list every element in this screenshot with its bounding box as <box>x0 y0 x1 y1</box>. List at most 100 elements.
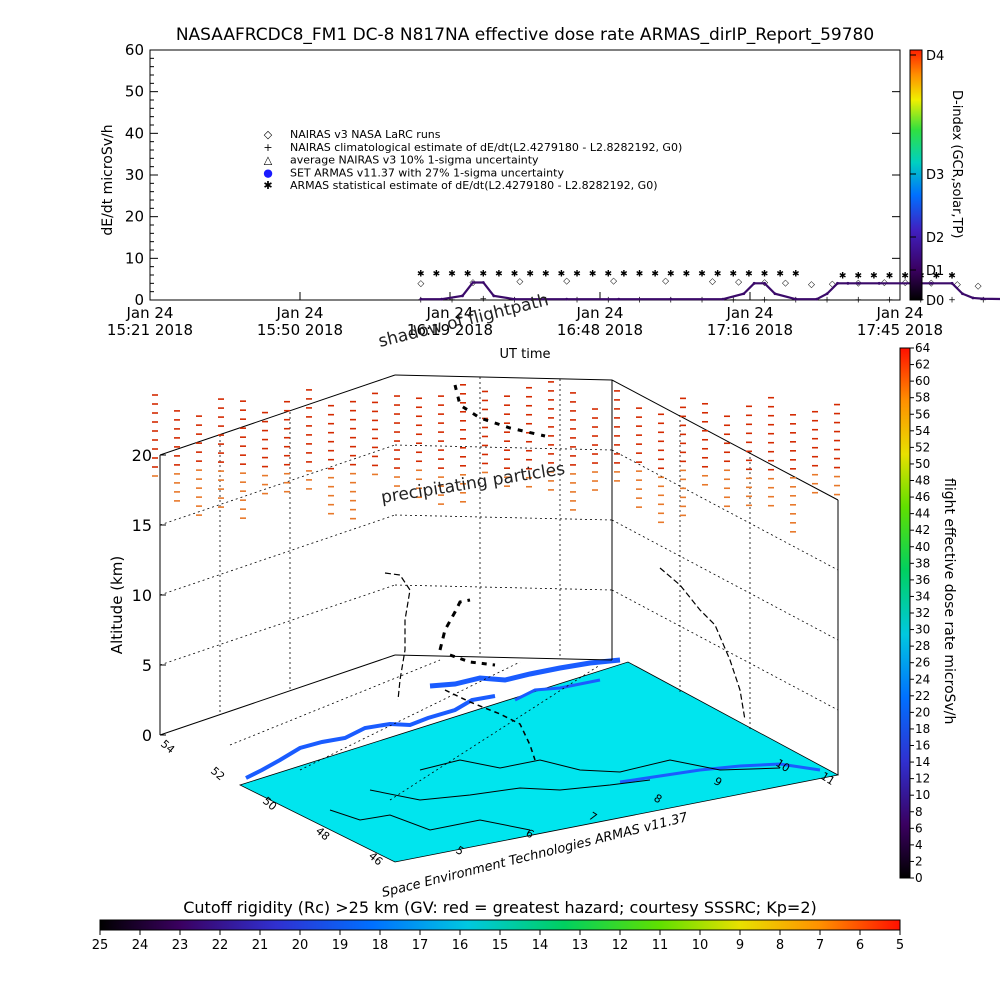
series-point: ✱ <box>886 272 894 282</box>
flightpath-shadow-left-wall <box>384 572 411 701</box>
series-point: ✱ <box>573 269 581 279</box>
top-series-marks: ◇◇◇◇◇◇◇◇◇◇◇◇◇◇◇◇◇◇◇◇◇◇◇◇◇◇◇◇◇◇◇◇++++++++… <box>417 269 1000 305</box>
altitude-tick-label: 15 <box>132 516 152 535</box>
rigidity-tick-label: 12 <box>612 938 629 953</box>
series-point: ✱ <box>542 269 550 279</box>
rigidity-tick-label: 16 <box>452 938 469 953</box>
dose-tick-label: 64 <box>915 341 930 355</box>
series-point: ✱ <box>636 269 644 279</box>
rigidity-tick-label: 13 <box>572 938 589 953</box>
series-point: ✱ <box>745 269 753 279</box>
top-x-tick-day: Jan 24 <box>576 304 624 322</box>
figure-title: NASAAFRCDC8_FM1 DC-8 N817NA effective do… <box>176 25 874 45</box>
latitude-tick-label: 52 <box>208 764 227 783</box>
flightpath-shadow-right-wall <box>659 567 746 721</box>
altitude-axis-label: Altitude (km) <box>108 556 126 654</box>
legend-symbol: △ <box>264 154 273 167</box>
coastline-north <box>429 657 621 689</box>
series-point: ◇ <box>975 282 982 292</box>
top-legend: ◇ NAIRAS v3 NASA LaRC runs + NAIRAS climato… <box>263 128 682 192</box>
dose-tick-label: 6 <box>915 821 923 835</box>
legend-symbol: ◇ <box>264 128 273 141</box>
series-point: ◇ <box>417 279 424 289</box>
dose-rate-colorbar-ticks: 0246810121416182022242628303234363840424… <box>910 341 930 885</box>
cube-edge-back-top <box>394 374 613 381</box>
top-x-tick-day: Jan 24 <box>876 304 924 322</box>
d-index-colorbar-label: D-index (GCR,solar,TP) <box>949 90 964 238</box>
dose-tick-label: 36 <box>915 573 930 587</box>
series-point: ✱ <box>526 269 534 279</box>
top-y-tick-label: 10 <box>125 249 144 267</box>
series-point: ✱ <box>839 272 847 282</box>
dose-tick-label: 62 <box>915 358 930 372</box>
series-point: ✱ <box>855 272 863 282</box>
top-y-tick-label: 20 <box>125 208 144 226</box>
altitude-tick-label: 0 <box>142 726 152 745</box>
series-point: ◇ <box>709 277 716 287</box>
longitude-tick-label: 10 <box>773 757 792 775</box>
series-point: ✱ <box>417 269 425 279</box>
series-point: ✱ <box>698 269 706 279</box>
dose-tick-label: 56 <box>915 407 930 421</box>
series-point: ✱ <box>948 272 956 282</box>
rigidity-tick-label: 6 <box>856 938 864 953</box>
cutoff-rigidity-colorbar-label: Cutoff rigidity (Rc) >25 km (GV: red = g… <box>183 898 817 917</box>
latitude-tick-label: 54 <box>158 737 177 756</box>
series-point: ✱ <box>495 269 503 279</box>
d-index-tick-label: D4 <box>926 49 944 64</box>
d-index-tick-label: D0 <box>926 294 944 309</box>
legend-label: average NAIRAS v3 10% 1-sigma uncertaint… <box>290 154 539 167</box>
series-point: + <box>886 295 894 305</box>
legend-label: NAIRAS v3 NASA LaRC runs <box>290 128 441 141</box>
coastline-south-east <box>619 762 821 784</box>
dose-tick-label: 38 <box>915 556 930 570</box>
cube-dotted-gridlines <box>159 377 839 801</box>
legend-symbol: + <box>263 141 272 154</box>
rigidity-tick-label: 19 <box>332 938 349 953</box>
legend-symbol: ● <box>263 166 273 179</box>
series-point: + <box>761 295 769 305</box>
flightpath-marks <box>384 384 746 761</box>
top-y-tick-label: 30 <box>125 166 144 184</box>
dose-tick-label: 12 <box>915 772 930 786</box>
dose-tick-label: 2 <box>915 854 923 868</box>
annotation-precipitating-particles: precipitating particles <box>380 459 567 508</box>
top-x-axis-label: UT time <box>500 347 551 362</box>
series-point: ✱ <box>589 269 597 279</box>
legend-label: SET ARMAS v11.37 with 27% 1-sigma uncert… <box>290 166 564 179</box>
series-point: ◇ <box>782 279 789 289</box>
series-point: ✱ <box>464 269 472 279</box>
rigidity-tick-label: 7 <box>816 938 824 953</box>
dose-rate-colorbar <box>899 347 911 879</box>
top-x-tick-time: 16:48 2018 <box>557 321 643 339</box>
series-point: + <box>480 294 488 304</box>
dose-tick-label: 44 <box>915 507 930 521</box>
altitude-tick-label: 10 <box>132 586 152 605</box>
cube-edge-back-left <box>159 374 396 456</box>
top-x-tick-time: 17:16 2018 <box>707 321 793 339</box>
dose-tick-label: 10 <box>915 788 930 802</box>
border-line-3 <box>329 809 531 831</box>
series-point: + <box>730 295 738 305</box>
flightpath-altitude-trace <box>438 598 471 651</box>
series-point: ✱ <box>433 269 441 279</box>
dose-tick-label: 22 <box>915 689 930 703</box>
armas-line <box>420 281 1000 301</box>
dose-tick-label: 8 <box>915 805 923 819</box>
longitude-tick-label: 11 <box>818 770 837 788</box>
legend-label: ARMAS statistical estimate of dE/dt(L2.4… <box>290 179 657 192</box>
rigidity-tick-label: 11 <box>652 938 669 953</box>
series-point: ◇ <box>808 280 815 290</box>
dose-tick-label: 16 <box>915 739 930 753</box>
series-point: ✱ <box>620 269 628 279</box>
top-x-tick-time: 17:45 2018 <box>857 321 943 339</box>
dose-rate-colorbar-label: flight effective dose rate microSv/h <box>941 478 957 724</box>
series-point: + <box>948 295 956 305</box>
top-x-tick-day: Jan 24 <box>126 304 174 322</box>
dose-tick-label: 30 <box>915 623 930 637</box>
flightpath-ascent-trace <box>453 384 546 438</box>
top-x-tick-time: 16:19 2018 <box>407 321 493 339</box>
top-x-tick-time: 15:21 2018 <box>107 321 193 339</box>
series-point: + <box>823 295 831 305</box>
